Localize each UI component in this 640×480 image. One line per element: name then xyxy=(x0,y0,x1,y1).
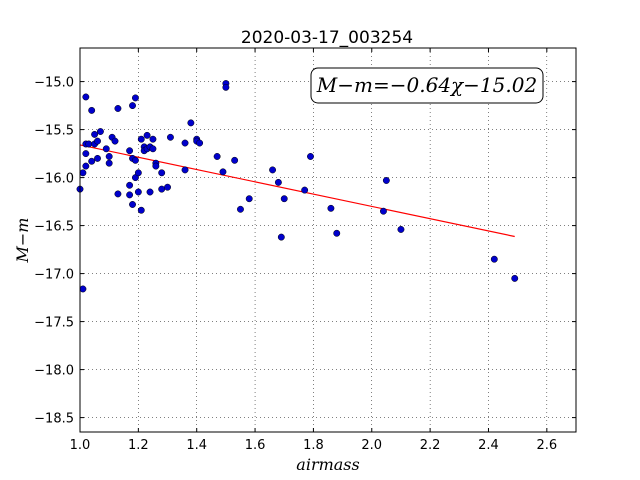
x-tick-label: 2.0 xyxy=(361,438,382,453)
data-point xyxy=(114,190,122,198)
data-point xyxy=(274,178,282,186)
x-tick-label: 2.6 xyxy=(536,438,557,453)
data-point xyxy=(131,94,139,102)
data-point xyxy=(245,195,253,203)
data-point xyxy=(143,131,151,139)
annotation-text: M−m=−0.64χ−15.02 xyxy=(316,73,537,97)
data-point xyxy=(164,183,171,191)
data-point xyxy=(82,162,90,170)
chart-title: 2020-03-17_003254 xyxy=(241,28,413,48)
data-point xyxy=(158,185,166,193)
plot-frame xyxy=(79,47,577,433)
data-point xyxy=(91,130,99,138)
data-point xyxy=(134,188,142,196)
x-tick-label: 1.0 xyxy=(70,438,91,453)
fit-line xyxy=(79,144,515,238)
data-point xyxy=(88,157,96,165)
x-tick-label: 2.4 xyxy=(478,438,499,453)
data-point xyxy=(269,166,277,174)
y-tick-label: −15.5 xyxy=(34,124,74,139)
y-tick-label: −15.0 xyxy=(34,76,74,91)
x-tick-label: 1.6 xyxy=(245,438,266,453)
data-point xyxy=(94,154,101,162)
y-tick-label: −18.0 xyxy=(34,364,74,379)
data-point xyxy=(397,225,405,233)
y-tick-label: −17.5 xyxy=(34,316,74,331)
data-point xyxy=(490,255,498,263)
data-point xyxy=(105,159,113,167)
data-point xyxy=(129,201,136,208)
data-point xyxy=(105,153,113,160)
data-point xyxy=(114,105,122,112)
axis-ticks: 1.0 1.2 1.4 1.6 1.8 2.0 2.2 2.4 2.6 −15.0 −15.5 −16… xyxy=(34,48,576,453)
data-point xyxy=(511,274,519,282)
x-tick-label: 2.2 xyxy=(420,438,441,453)
x-axis-label: airmass xyxy=(296,455,359,474)
data-point xyxy=(149,135,157,143)
data-point xyxy=(187,119,195,127)
data-point xyxy=(82,93,90,101)
y-tick-label: −18.5 xyxy=(34,412,74,427)
data-point xyxy=(196,139,204,147)
data-point xyxy=(94,137,101,145)
data-point xyxy=(231,156,239,164)
y-axis-label: M−m xyxy=(13,218,32,264)
data-point xyxy=(280,195,288,203)
data-point xyxy=(152,162,160,170)
data-point xyxy=(222,83,230,91)
annotation-box xyxy=(310,67,544,104)
data-point xyxy=(126,181,134,189)
x-tick-label: 1.8 xyxy=(303,438,324,453)
data-points xyxy=(76,80,519,293)
x-tick-label: 1.2 xyxy=(128,438,149,453)
data-point xyxy=(149,145,157,153)
data-point xyxy=(134,169,142,177)
data-point xyxy=(111,137,119,145)
grid-lines xyxy=(79,48,576,432)
data-point xyxy=(126,191,134,199)
data-point xyxy=(79,169,87,177)
data-point xyxy=(85,140,93,148)
data-point xyxy=(307,153,314,160)
data-point xyxy=(126,147,134,155)
data-point xyxy=(82,150,90,158)
data-point xyxy=(237,205,244,213)
data-point xyxy=(146,188,154,196)
data-point xyxy=(129,102,136,110)
data-point xyxy=(158,169,166,177)
data-point xyxy=(213,153,221,160)
data-point xyxy=(131,156,139,164)
fit-annotation: M−m=−0.64χ−15.02 xyxy=(310,67,544,104)
data-point xyxy=(219,168,227,176)
data-point xyxy=(88,106,96,114)
y-tick-label: −16.5 xyxy=(34,220,74,235)
data-point xyxy=(181,166,189,174)
data-point xyxy=(137,206,145,214)
data-point xyxy=(137,135,145,143)
data-point xyxy=(333,229,341,237)
data-point xyxy=(301,186,309,194)
data-point xyxy=(181,139,189,147)
x-tick-label: 1.4 xyxy=(186,438,207,453)
y-tick-label: −17.0 xyxy=(34,268,74,283)
fit-line-group xyxy=(79,144,515,238)
data-point xyxy=(277,233,285,241)
data-point xyxy=(96,128,104,135)
plot-area xyxy=(80,48,576,432)
data-point xyxy=(379,207,387,215)
data-point xyxy=(166,133,174,141)
data-point xyxy=(79,285,87,293)
data-point xyxy=(327,204,335,212)
y-tick-label: −16.0 xyxy=(34,172,74,187)
data-point xyxy=(102,145,110,153)
data-point xyxy=(382,177,390,184)
